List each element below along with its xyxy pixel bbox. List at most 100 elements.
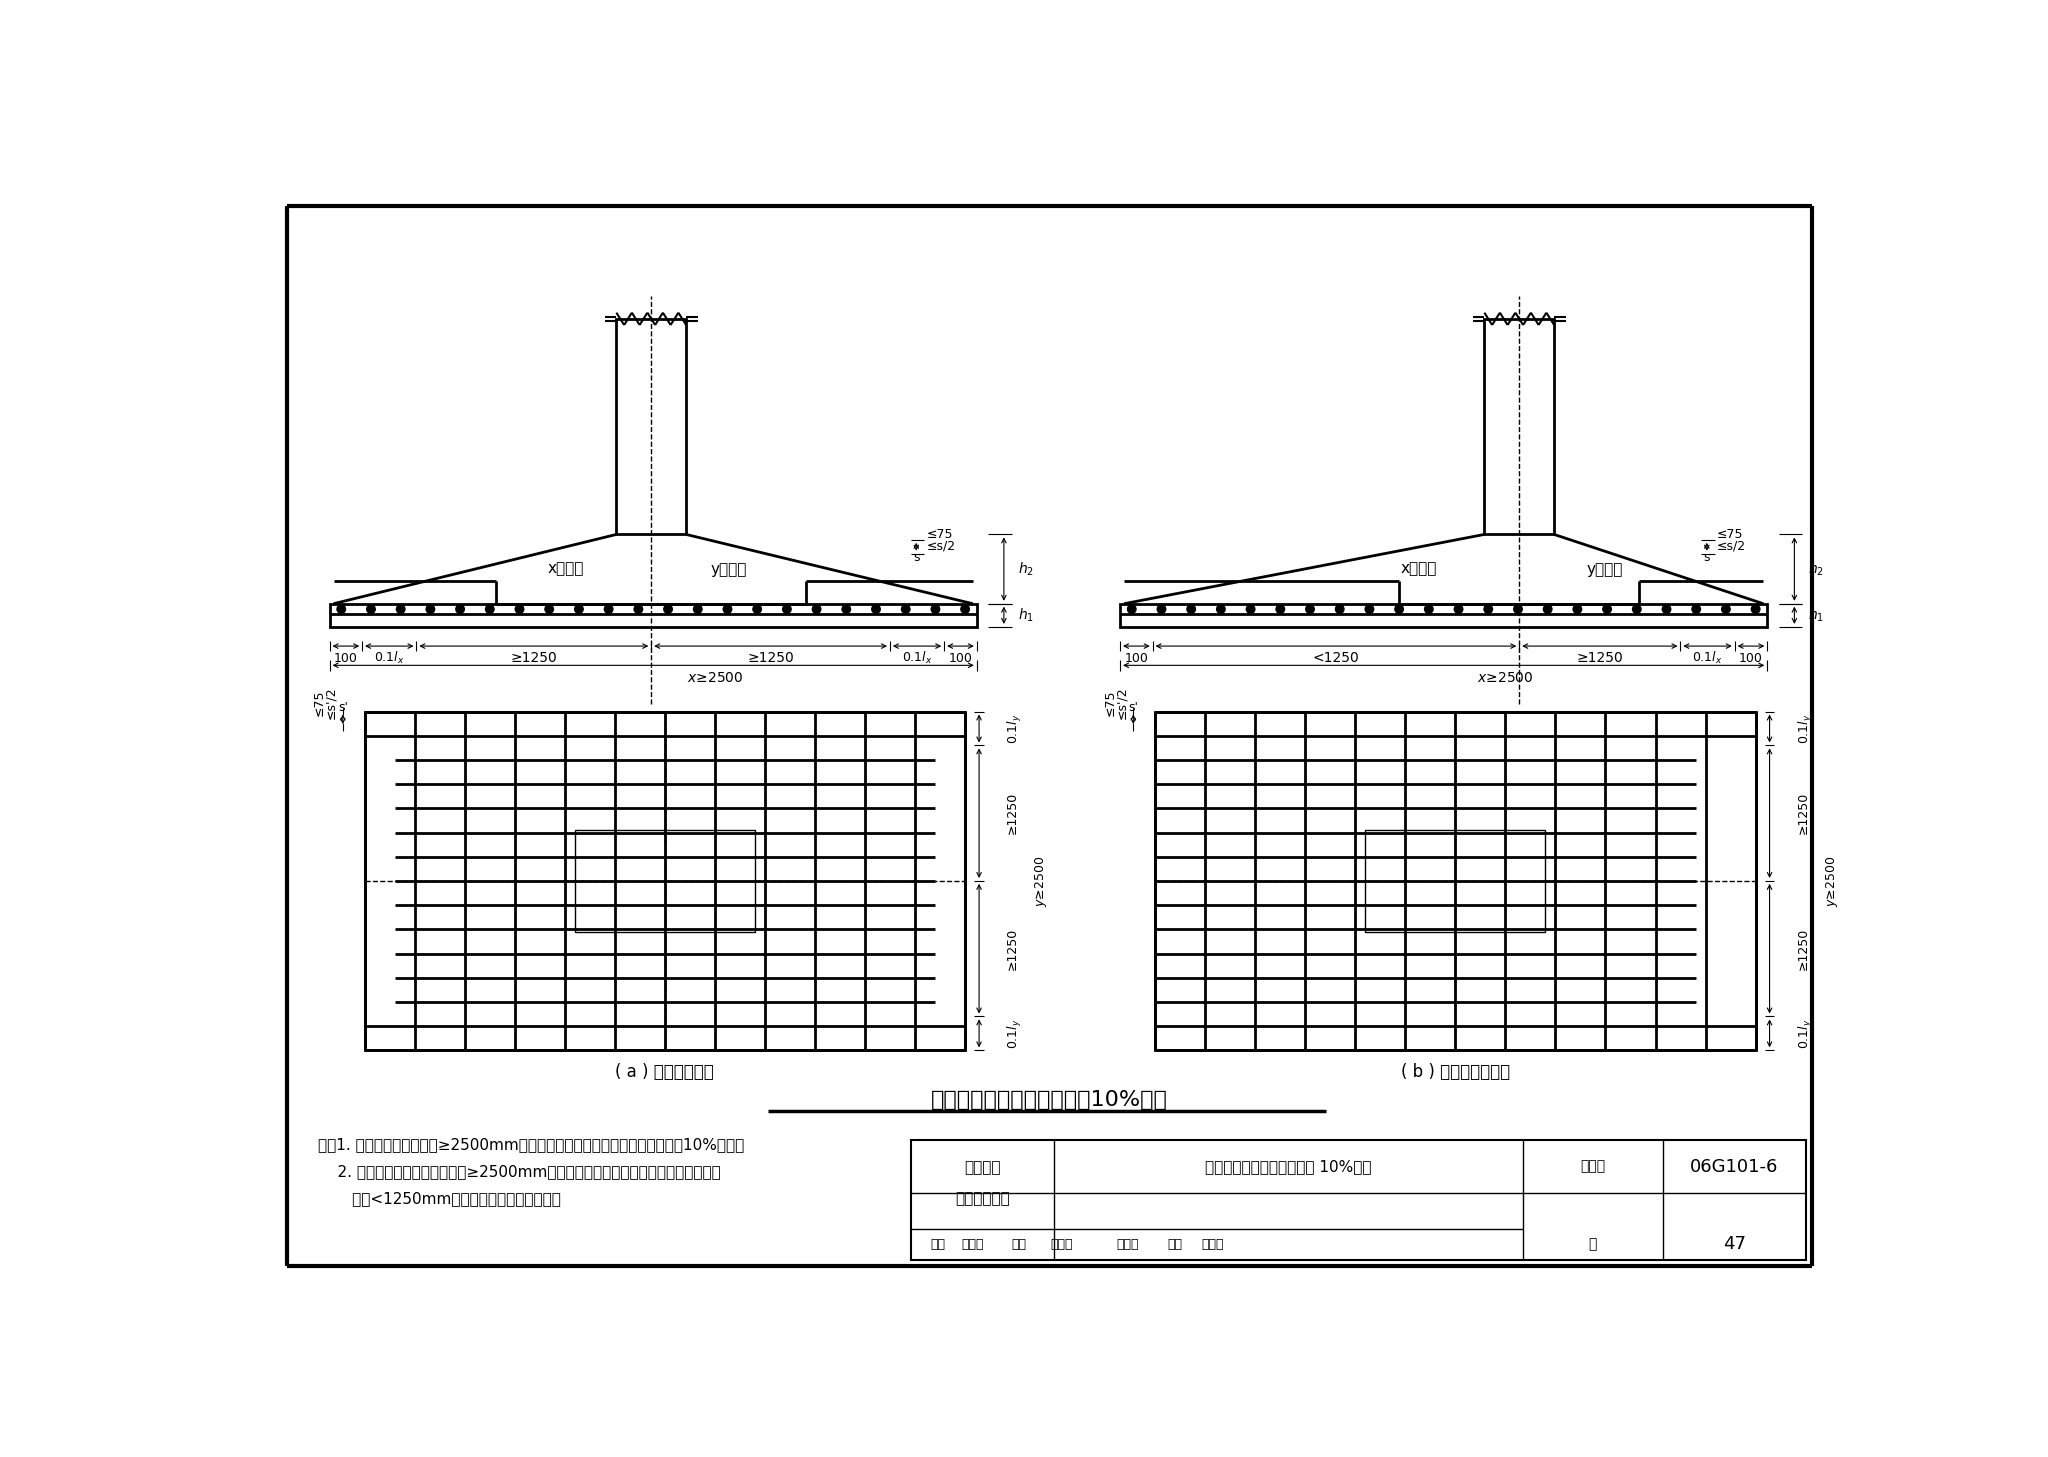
Text: ≥1250: ≥1250 — [1006, 928, 1020, 970]
Bar — [575, 830, 756, 931]
Bar — [911, 1141, 1806, 1260]
Circle shape — [1425, 605, 1434, 613]
Text: 0.1$l_x$: 0.1$l_x$ — [375, 650, 406, 666]
Circle shape — [1276, 605, 1284, 613]
Bar — [330, 603, 977, 627]
Text: 图集号: 图集号 — [1581, 1160, 1606, 1173]
Text: ≤s'/2: ≤s'/2 — [1116, 686, 1128, 718]
Bar — [1155, 711, 1755, 1050]
Text: 注：1. 当独立基础底板长度≥2500mm时，除外侧钉筋外，底板配筋长度可减短10%配置。: 注：1. 当独立基础底板长度≥2500mm时，除外侧钉筋外，底板配筋长度可减短1… — [317, 1138, 743, 1152]
Text: y向配筋: y向配筋 — [1587, 561, 1622, 577]
Text: 第二部分: 第二部分 — [965, 1160, 1001, 1174]
Circle shape — [1128, 605, 1137, 613]
Text: 2. 当非对称独立基础底板长度≥2500mm，但该基础某侧从柱中心至基础底板边缘的: 2. 当非对称独立基础底板长度≥2500mm，但该基础某侧从柱中心至基础底板边缘… — [317, 1164, 721, 1179]
Text: $h_1$: $h_1$ — [1808, 606, 1825, 624]
Text: ( b ) 非对称独立基础: ( b ) 非对称独立基础 — [1401, 1064, 1509, 1081]
Text: ≤s/2: ≤s/2 — [926, 539, 956, 552]
Text: s: s — [1704, 551, 1710, 564]
Circle shape — [575, 605, 584, 613]
Circle shape — [338, 605, 346, 613]
Text: 陈青来: 陈青来 — [1202, 1238, 1225, 1252]
Circle shape — [1573, 605, 1581, 613]
Circle shape — [1604, 605, 1612, 613]
Text: 47: 47 — [1722, 1236, 1745, 1253]
Text: 100: 100 — [1124, 651, 1149, 664]
Text: ≥1250: ≥1250 — [510, 651, 557, 666]
Text: $h_2$: $h_2$ — [1018, 561, 1034, 578]
Circle shape — [872, 605, 881, 613]
Text: $h_1$: $h_1$ — [1018, 606, 1034, 624]
Circle shape — [1692, 605, 1700, 613]
Text: x向配筋: x向配筋 — [547, 561, 584, 577]
Text: 100: 100 — [334, 651, 358, 664]
Text: ( a ) 对称独立基础: ( a ) 对称独立基础 — [616, 1064, 715, 1081]
Circle shape — [813, 605, 821, 613]
Bar — [365, 711, 965, 1050]
Text: ≥1250: ≥1250 — [1577, 651, 1624, 666]
Circle shape — [397, 605, 406, 613]
Text: 陈幼曙: 陈幼曙 — [963, 1238, 985, 1252]
Text: s': s' — [1128, 701, 1139, 714]
Circle shape — [545, 605, 553, 613]
Text: 0.1$l_x$: 0.1$l_x$ — [901, 650, 932, 666]
Text: y向配筋: y向配筋 — [711, 561, 748, 577]
Text: $x$≥2500: $x$≥2500 — [1477, 670, 1534, 685]
Text: 0.1$l_y$: 0.1$l_y$ — [1006, 712, 1024, 743]
Circle shape — [457, 605, 465, 613]
Text: ≥1250: ≥1250 — [1796, 793, 1810, 835]
Text: x向配筋: x向配筋 — [1401, 561, 1438, 577]
Text: 标准构造详图: 标准构造详图 — [954, 1190, 1010, 1206]
Text: 校对: 校对 — [1012, 1238, 1026, 1252]
Text: s: s — [913, 551, 920, 564]
Circle shape — [754, 605, 762, 613]
Circle shape — [1722, 605, 1731, 613]
Circle shape — [1188, 605, 1196, 613]
Circle shape — [1544, 605, 1552, 613]
Text: $y$≥2500: $y$≥2500 — [1034, 855, 1049, 906]
Circle shape — [1632, 605, 1640, 613]
Circle shape — [1307, 605, 1315, 613]
Circle shape — [961, 605, 969, 613]
Circle shape — [932, 605, 940, 613]
Text: s': s' — [338, 701, 348, 714]
Text: 独立基础底板配筋长度减短10%构造: 独立基础底板配筋长度减短10%构造 — [932, 1090, 1167, 1110]
Circle shape — [664, 605, 672, 613]
Text: 刘其祥: 刘其祥 — [1051, 1238, 1073, 1252]
Text: ≤75: ≤75 — [1716, 527, 1743, 541]
Bar — [616, 319, 686, 535]
Text: ≤75: ≤75 — [926, 527, 952, 541]
Text: 100: 100 — [1739, 651, 1763, 664]
Text: ≥1250: ≥1250 — [748, 651, 795, 666]
Text: $x$≥2500: $x$≥2500 — [686, 670, 743, 685]
Text: ≤75: ≤75 — [1104, 689, 1116, 715]
Text: 页: 页 — [1589, 1237, 1597, 1252]
Text: 审核: 审核 — [930, 1238, 946, 1252]
Text: 独立基础底板配筋长度减短 10%构造: 独立基础底板配筋长度减短 10%构造 — [1206, 1160, 1372, 1174]
Circle shape — [1454, 605, 1462, 613]
Bar — [1485, 319, 1554, 535]
Circle shape — [1366, 605, 1374, 613]
Text: 设计: 设计 — [1167, 1238, 1182, 1252]
Text: 0.1$l_y$: 0.1$l_y$ — [1796, 1018, 1815, 1049]
Text: 06G101-6: 06G101-6 — [1690, 1158, 1778, 1176]
Text: ≤s'/2: ≤s'/2 — [326, 686, 338, 718]
Circle shape — [1335, 605, 1343, 613]
Circle shape — [1217, 605, 1225, 613]
Circle shape — [1751, 605, 1759, 613]
Text: 0.1$l_y$: 0.1$l_y$ — [1006, 1018, 1024, 1049]
Circle shape — [1663, 605, 1671, 613]
Circle shape — [516, 605, 524, 613]
Circle shape — [1485, 605, 1493, 613]
Circle shape — [635, 605, 643, 613]
Circle shape — [604, 605, 612, 613]
Text: 刘某祥: 刘某祥 — [1116, 1238, 1139, 1252]
Circle shape — [1157, 605, 1165, 613]
Text: 距离<1250mm时，钉筋在该侧不应减短。: 距离<1250mm时，钉筋在该侧不应减短。 — [317, 1192, 561, 1206]
Bar — [1120, 603, 1767, 627]
Text: ≤75: ≤75 — [313, 689, 326, 715]
Bar — [1366, 830, 1546, 931]
Text: 0.1$l_y$: 0.1$l_y$ — [1796, 712, 1815, 743]
Text: 0.1$l_x$: 0.1$l_x$ — [1692, 650, 1722, 666]
Circle shape — [842, 605, 850, 613]
Text: $h_2$: $h_2$ — [1808, 561, 1825, 578]
